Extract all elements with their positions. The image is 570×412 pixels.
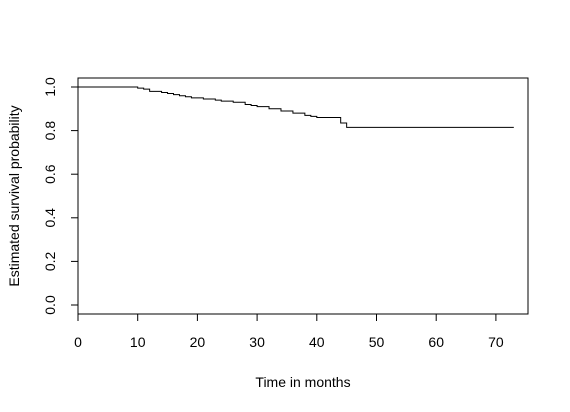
y-tick-label: 0.6 [42, 164, 58, 184]
y-tick-label: 0.2 [42, 251, 58, 271]
x-axis: 0 10 20 30 40 50 60 70 [74, 314, 504, 350]
y-tick-label: 0.4 [42, 208, 58, 228]
plot-frame [77, 77, 529, 315]
x-tick-label: 20 [190, 334, 206, 350]
x-tick-label: 30 [249, 334, 265, 350]
y-tick-label: 1.0 [42, 77, 58, 97]
y-axis: 0.0 0.2 0.4 0.6 0.8 1.0 [42, 77, 78, 315]
series-layer [78, 86, 514, 128]
x-axis-label: Time in months [255, 374, 350, 390]
x-tick-label: 50 [369, 334, 385, 350]
y-tick-label: 0.0 [42, 295, 58, 315]
y-tick-label: 0.8 [42, 121, 58, 141]
x-tick-label: 0 [74, 334, 82, 350]
x-tick-label: 70 [488, 334, 504, 350]
survival-curve [78, 86, 514, 128]
x-tick-label: 40 [309, 334, 325, 350]
y-axis-label: Estimated survival probability [6, 105, 22, 286]
x-tick-label: 10 [130, 334, 146, 350]
x-tick-label: 60 [428, 334, 444, 350]
